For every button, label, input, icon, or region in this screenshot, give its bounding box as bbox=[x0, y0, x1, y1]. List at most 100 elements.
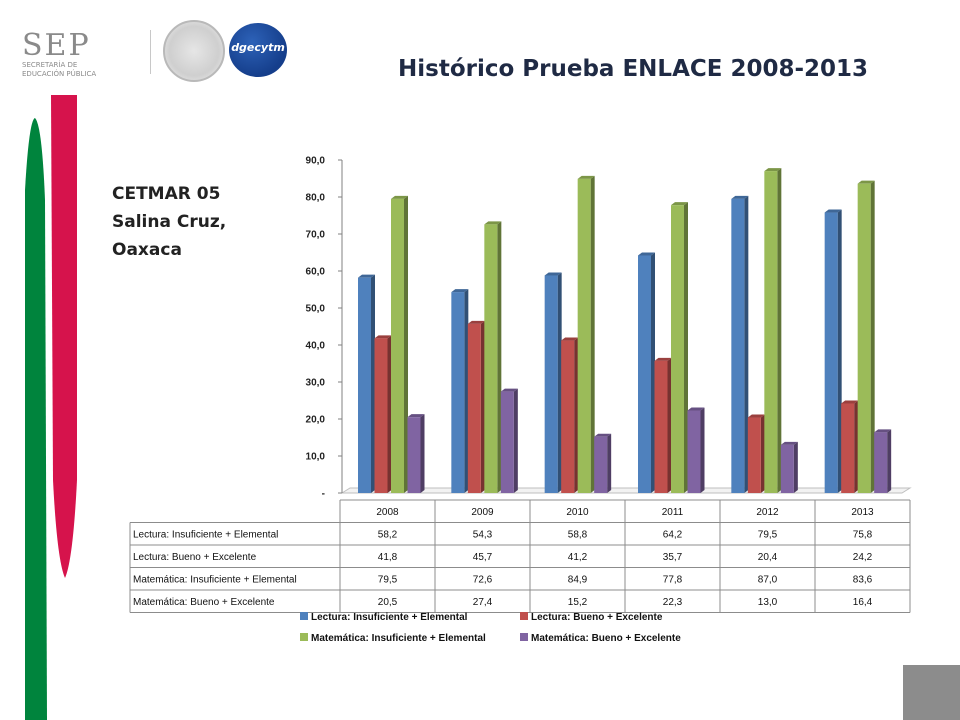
bar bbox=[407, 417, 421, 493]
bar-top bbox=[544, 272, 562, 276]
bar-side bbox=[557, 272, 562, 493]
bar bbox=[544, 275, 558, 493]
y-tick-label: - bbox=[322, 489, 325, 500]
bar bbox=[451, 292, 465, 493]
data-label: 64,2 bbox=[663, 530, 683, 541]
bar bbox=[857, 183, 871, 493]
data-label: 84,9 bbox=[568, 575, 588, 586]
bar bbox=[874, 432, 888, 493]
x-category-label: 2010 bbox=[566, 507, 589, 518]
bar bbox=[654, 360, 668, 493]
data-label: 41,8 bbox=[378, 552, 398, 563]
bar-top bbox=[747, 414, 765, 418]
bar bbox=[671, 205, 684, 493]
bar-top bbox=[874, 429, 892, 433]
bar-side bbox=[480, 320, 485, 493]
bar-side bbox=[854, 400, 859, 493]
sep-logo-subtitle: SECRETARÍA DE EDUCACIÓN PÚBLICA bbox=[22, 61, 142, 79]
bar-top bbox=[764, 168, 782, 172]
bar-side bbox=[667, 357, 672, 493]
bar-side bbox=[777, 168, 782, 493]
data-label: 35,7 bbox=[663, 552, 683, 563]
bar-side bbox=[464, 289, 469, 493]
legend-label: Matemática: Bueno + Excelente bbox=[531, 633, 681, 644]
bar-top bbox=[467, 320, 485, 324]
bar-top bbox=[500, 388, 518, 392]
school-line-1: CETMAR 05 bbox=[112, 184, 221, 204]
data-label: 72,6 bbox=[473, 575, 493, 586]
bar-side bbox=[497, 221, 502, 493]
table-series-label: Matemática: Bueno + Excelente bbox=[133, 597, 275, 608]
legend-label: Matemática: Insuficiente + Elemental bbox=[311, 633, 486, 644]
bar bbox=[500, 391, 514, 493]
school-line-3: Oaxaca bbox=[112, 240, 182, 260]
data-label: 22,3 bbox=[663, 597, 683, 608]
bar-side bbox=[700, 407, 705, 493]
dgecytm-logo: dgecytm bbox=[229, 23, 287, 77]
bar-side bbox=[744, 195, 749, 493]
x-category-label: 2013 bbox=[851, 507, 874, 518]
data-label: 13,0 bbox=[758, 597, 778, 608]
y-tick-label: 80,0 bbox=[306, 193, 326, 204]
data-label: 83,6 bbox=[853, 575, 873, 586]
bar bbox=[561, 340, 575, 493]
green-stripe bbox=[25, 118, 47, 720]
bar bbox=[824, 212, 838, 494]
bar-top bbox=[451, 289, 469, 293]
data-label: 75,8 bbox=[853, 530, 873, 541]
data-label: 58,2 bbox=[378, 530, 398, 541]
bar-side bbox=[651, 252, 655, 493]
bar-side bbox=[420, 414, 425, 493]
bar-side bbox=[760, 414, 765, 493]
legend-swatch bbox=[520, 633, 528, 641]
bar-top bbox=[594, 433, 612, 437]
y-tick-label: 10,0 bbox=[306, 452, 326, 463]
legend-label: Lectura: Bueno + Excelente bbox=[531, 612, 663, 623]
bar-top bbox=[407, 414, 425, 418]
bar-top bbox=[687, 407, 705, 411]
bar bbox=[484, 224, 498, 493]
sep-logo-word: SEP bbox=[22, 28, 91, 63]
page-title: Histórico Prueba ENLACE 2008-2013 bbox=[398, 56, 869, 82]
bar-top bbox=[638, 252, 655, 256]
x-category-label: 2011 bbox=[662, 507, 684, 518]
data-label: 54,3 bbox=[473, 530, 493, 541]
bar-top bbox=[841, 400, 859, 404]
bar-side bbox=[684, 202, 688, 493]
bar-top bbox=[374, 335, 392, 339]
bar-top bbox=[654, 357, 672, 361]
bar bbox=[391, 198, 404, 493]
legend-label: Lectura: Insuficiente + Elemental bbox=[311, 612, 468, 623]
legend-swatch bbox=[300, 633, 308, 641]
y-tick-label: 90,0 bbox=[306, 156, 326, 167]
legend-swatch bbox=[520, 612, 528, 620]
sep-logo-subtitle-2: EDUCACIÓN PÚBLICA bbox=[22, 70, 97, 78]
bar-top bbox=[671, 202, 688, 206]
y-tick-label: 60,0 bbox=[306, 267, 326, 278]
bar-top bbox=[358, 274, 375, 278]
table-series-label: Lectura: Insuficiente + Elemental bbox=[133, 530, 278, 541]
bar-top bbox=[731, 195, 749, 199]
x-category-label: 2008 bbox=[376, 507, 399, 518]
bar bbox=[731, 198, 745, 493]
bar bbox=[841, 403, 855, 493]
y-tick-label: 50,0 bbox=[306, 304, 326, 315]
data-label: 20,5 bbox=[378, 597, 398, 608]
bar-top bbox=[577, 175, 595, 179]
data-label: 27,4 bbox=[473, 597, 493, 608]
bar-side bbox=[837, 209, 842, 494]
bar-top bbox=[857, 180, 875, 184]
bar-top bbox=[561, 337, 579, 341]
bar bbox=[374, 338, 388, 493]
legend-swatch bbox=[300, 612, 308, 620]
bar-side bbox=[887, 429, 892, 493]
bar-side bbox=[870, 180, 875, 493]
x-category-label: 2009 bbox=[471, 507, 494, 518]
table-series-label: Matemática: Insuficiente + Elemental bbox=[133, 575, 297, 586]
table-series-label: Lectura: Bueno + Excelente bbox=[133, 552, 257, 563]
bar bbox=[764, 171, 778, 493]
data-label: 87,0 bbox=[758, 575, 778, 586]
data-label: 15,2 bbox=[568, 597, 588, 608]
